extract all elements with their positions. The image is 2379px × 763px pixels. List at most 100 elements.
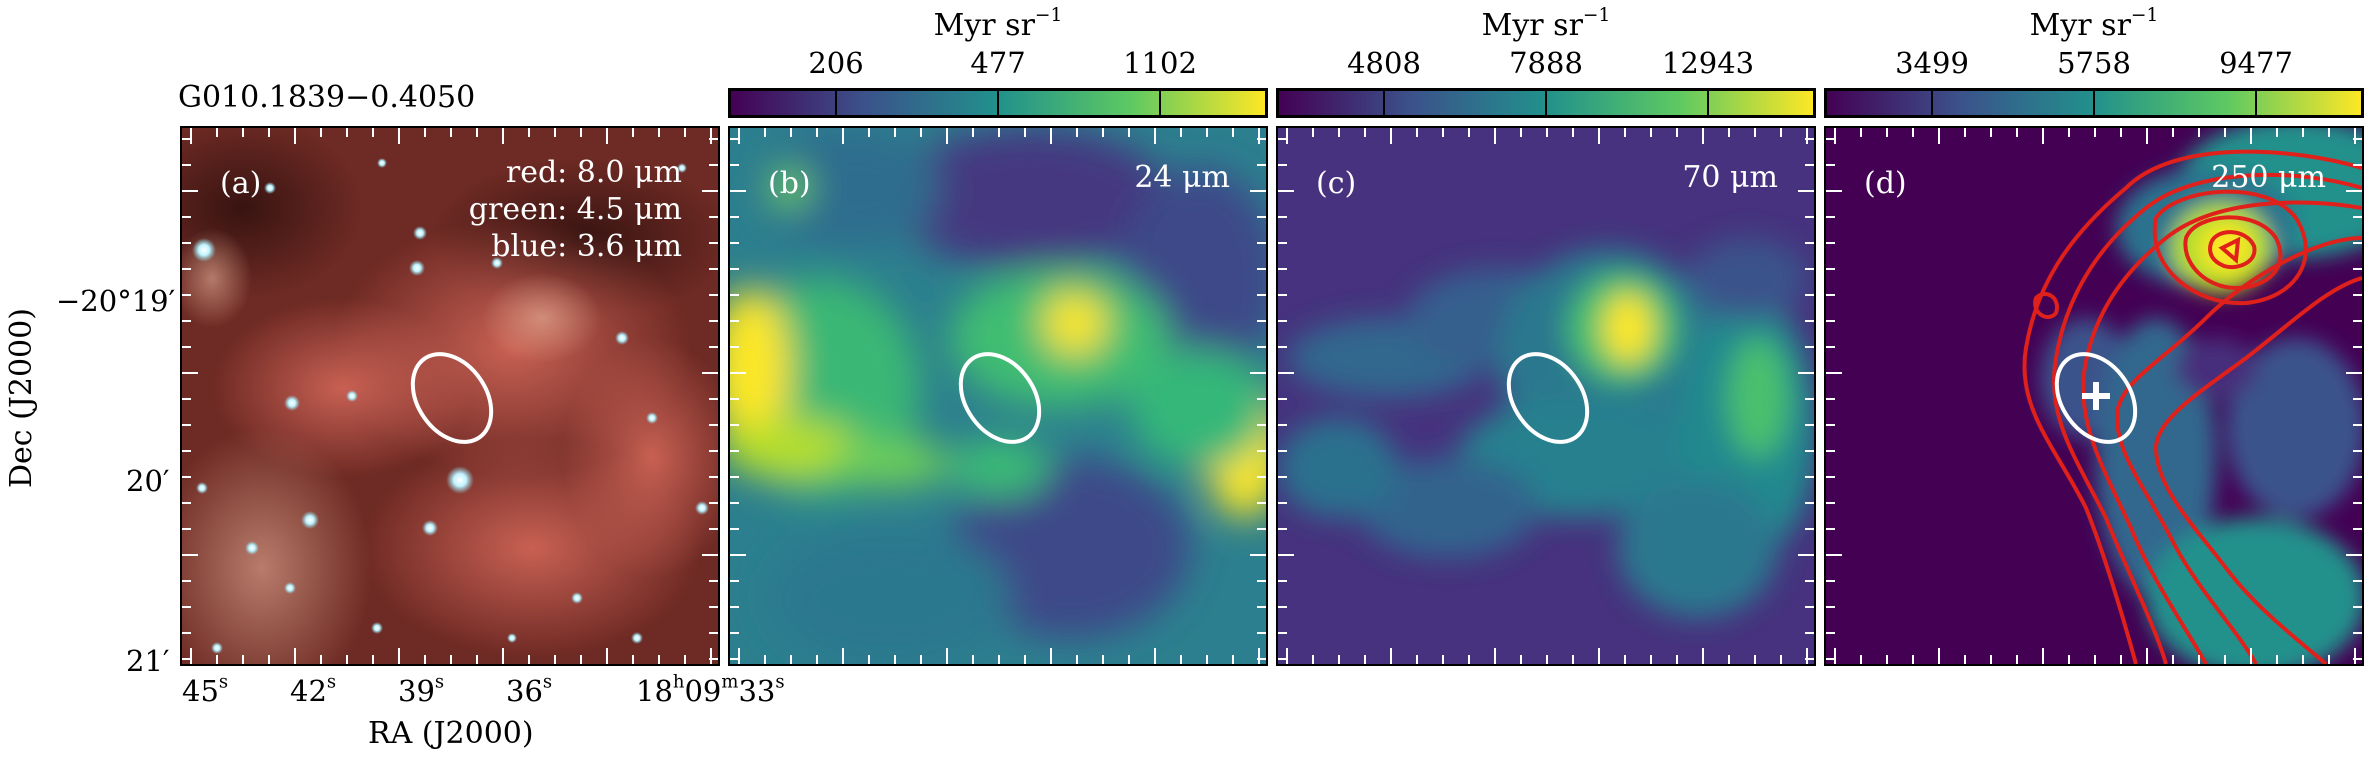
axis-tick — [1278, 242, 1287, 244]
panel-b-24um-map: (b) 24 μm — [728, 126, 1268, 666]
axis-tick — [1050, 648, 1052, 664]
axis-tick — [1278, 372, 1294, 374]
axis-tick — [790, 655, 792, 664]
axis-tick — [1798, 190, 1814, 192]
axis-tick — [946, 648, 948, 664]
axis-tick — [1826, 372, 1842, 374]
aperture-ellipse — [958, 352, 1042, 444]
colorbar-tick-labels: 4808 7888 12943 — [1276, 46, 1816, 80]
axis-tick — [2198, 655, 2200, 664]
axis-tick — [658, 128, 660, 137]
axis-tick — [1912, 128, 1914, 137]
colorbar-tick — [2093, 91, 2095, 115]
axis-tick — [709, 346, 718, 348]
axis-tick — [710, 128, 712, 144]
axis-tick — [1598, 128, 1600, 144]
axis-tick — [1826, 450, 1835, 452]
y-axis-label: Dec (J2000) — [4, 308, 39, 488]
axis-tick — [2354, 648, 2356, 664]
axis-tick — [1826, 190, 1842, 192]
axis-tick — [320, 128, 322, 137]
band-red: red: 8.0 μm — [505, 155, 682, 190]
axis-tick — [398, 648, 400, 664]
axis-tick — [1624, 655, 1626, 664]
axis-tick — [730, 216, 739, 218]
axis-tick — [1826, 528, 1835, 530]
axis-tick — [738, 648, 740, 664]
axis-tick — [1938, 648, 1940, 664]
250um-intensity-map — [1826, 128, 2362, 664]
axis-tick — [1702, 648, 1704, 664]
axis-tick — [2172, 655, 2174, 664]
axis-tick — [738, 128, 740, 144]
axis-tick — [1860, 128, 1862, 137]
axis-tick — [1257, 320, 1266, 322]
ra-tick-label: 36s — [506, 671, 553, 708]
aperture-ellipse — [1506, 352, 1590, 444]
axis-tick — [1728, 655, 1730, 664]
axis-tick — [450, 128, 452, 137]
colorbar-tick — [1383, 91, 1385, 115]
axis-tick — [1338, 655, 1340, 664]
axis-tick — [1572, 655, 1574, 664]
axis-tick — [1886, 128, 1888, 137]
axis-tick — [2353, 606, 2362, 608]
axis-tick — [816, 655, 818, 664]
axis-tick — [1390, 648, 1392, 664]
axis-tick — [1805, 216, 1814, 218]
axis-tick — [632, 128, 634, 137]
axis-tick — [1278, 580, 1287, 582]
axis-tick — [868, 128, 870, 137]
axis-tick — [709, 606, 718, 608]
axis-tick — [372, 655, 374, 664]
axis-tick — [1312, 655, 1314, 664]
axis-tick — [709, 528, 718, 530]
axis-tick — [182, 580, 191, 582]
axis-tick — [1257, 528, 1266, 530]
axis-tick — [2353, 580, 2362, 582]
axis-tick — [1278, 658, 1287, 660]
axis-tick — [1364, 128, 1366, 137]
axis-tick — [730, 164, 739, 166]
axis-tick — [1826, 632, 1835, 634]
axis-tick — [1257, 164, 1266, 166]
axis-tick — [1232, 128, 1234, 137]
axis-tick — [1286, 128, 1288, 144]
ra-tick-label: 18h09m33s — [636, 671, 785, 708]
colorbar-tick-labels: 206 477 1102 — [728, 46, 1268, 80]
axis-tick — [1206, 128, 1208, 137]
axis-tick — [1128, 128, 1130, 137]
axis-tick — [684, 128, 686, 137]
axis-tick — [1572, 128, 1574, 137]
axis-tick — [1278, 606, 1287, 608]
axis-tick — [709, 164, 718, 166]
colorbar-tick-label: 206 — [808, 46, 864, 80]
axis-tick — [1826, 138, 1835, 140]
axis-tick — [182, 398, 191, 400]
axis-tick — [182, 164, 191, 166]
axis-tick — [2353, 476, 2362, 478]
panel-label: (a) — [220, 166, 262, 201]
axis-tick — [320, 655, 322, 664]
axis-tick — [182, 476, 191, 478]
axis-tick — [730, 476, 739, 478]
colorbar-unit: Myr sr−1 — [933, 5, 1063, 43]
axis-tick — [709, 138, 718, 140]
band-green: green: 4.5 μm — [468, 192, 682, 227]
axis-tick — [182, 528, 191, 530]
axis-tick — [1834, 128, 1836, 144]
band-label: 250 μm — [2211, 160, 2326, 195]
axis-tick — [1050, 128, 1052, 144]
axis-tick — [709, 216, 718, 218]
axis-tick — [216, 655, 218, 664]
axis-tick — [1102, 128, 1104, 137]
band-label: 24 μm — [1134, 160, 1230, 195]
axis-tick — [1024, 128, 1026, 137]
colorbar-tick — [1545, 91, 1547, 115]
axis-tick — [476, 128, 478, 137]
axis-tick — [730, 502, 739, 504]
axis-tick — [1250, 190, 1266, 192]
axis-tick — [1286, 648, 1288, 664]
axis-tick — [2353, 138, 2362, 140]
panel-label: (c) — [1316, 166, 1357, 201]
